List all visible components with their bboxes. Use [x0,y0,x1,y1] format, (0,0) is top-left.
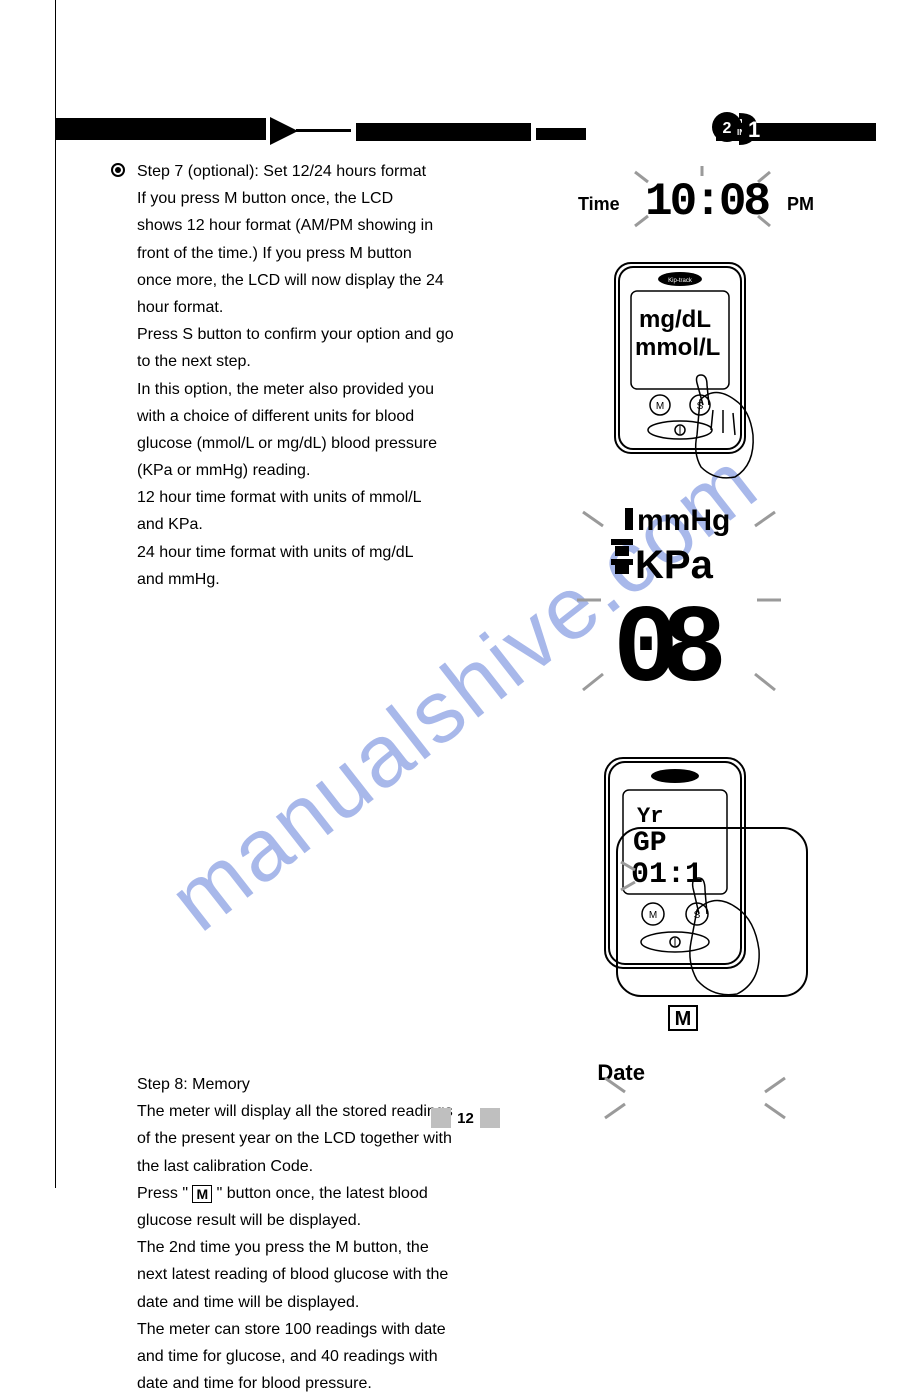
page-box-right [480,1108,500,1128]
svg-text:Kip-track: Kip-track [668,278,693,284]
header-arrow-line [296,129,351,132]
time-label: Time [578,194,620,215]
logo-2in1-icon: 2 IN 1 [709,105,765,149]
header-arrow [270,117,298,145]
svg-text:GP: GP [633,828,667,859]
header-bar-left [56,118,266,140]
step7-line: 24 hour time format with units of mg/dL [137,541,454,564]
step7-line: (KPa or mmHg) reading. [137,459,454,482]
page-number-row: 12 [56,1108,875,1128]
step7-line: Press S button to confirm your option an… [137,323,454,346]
svg-text:KPa: KPa [635,543,714,587]
step7-line: shows 12 hour format (AM/PM showing in [137,214,454,237]
step8-line: of the present year on the LCD together … [137,1127,621,1150]
step8-title: Step 8: Memory [137,1073,621,1096]
svg-text:2: 2 [723,120,732,137]
content-column: Step 7 (optional): Set 12/24 hours forma… [111,160,621,1399]
svg-text:1: 1 [748,117,760,142]
header-bar-mid [356,123,531,141]
svg-text:08: 08 [613,589,722,710]
step7-line: glucose (mmol/L or mg/dL) blood pressure [137,432,454,455]
step7-line: with a choice of different units for blo… [137,405,454,428]
svg-text:M: M [656,401,664,412]
unit-mmol: mmol/L [635,334,720,361]
step8-line: The 2nd time you press the M button, the [137,1236,621,1259]
step7-line: hour format. [137,296,454,319]
step8-line: date and time for blood pressure. [137,1372,621,1395]
step7-line: and KPa. [137,513,454,536]
step8-line: next latest reading of blood glucose wit… [137,1263,621,1286]
step8-line: glucose result will be displayed. [137,1209,621,1232]
mmhg-kpa-figure: mmHg KPa 08 [565,490,795,710]
page-box-left [431,1108,451,1128]
step8-line: and time for glucose, and 40 readings wi… [137,1345,621,1368]
header-bar-mid2 [536,128,586,140]
svg-text:Yr: Yr [637,804,663,829]
page-number: 12 [457,1110,474,1127]
bullet-icon [111,163,125,177]
svg-text:M: M [675,1008,692,1030]
step7-line: front of the time.) If you press M butto… [137,242,454,265]
time-digits: 10:08 [645,176,769,228]
step7-line: once more, the LCD will now display the … [137,269,454,292]
unit-mgdl: mg/dL [639,306,711,333]
step7-title: Step 7 (optional): Set 12/24 hours forma… [137,160,454,183]
step8-line: The meter can store 100 readings with da… [137,1318,621,1341]
step7-line: In this option, the meter also provided … [137,378,454,401]
step7-line: 12 hour time format with units of mmol/L [137,486,454,509]
step8-line: Press " M " button once, the latest bloo… [137,1182,621,1205]
step7-line: to the next step. [137,350,454,373]
device-units-figure: Kip-track mg/dL mmol/L M S [605,255,775,485]
step7-line: If you press M button once, the LCD [137,187,454,210]
step8-line: date and time will be displayed. [137,1291,621,1314]
step8-line: the last calibration Code. [137,1155,621,1178]
svg-text:mmHg: mmHg [637,504,730,537]
step7-line: and mmHg. [137,568,454,591]
svg-text:M: M [649,910,657,921]
m-button-icon: M [192,1185,212,1203]
time-suffix: PM [787,194,814,215]
device-memory-figure: Yr GP 01:1 M S M [575,750,815,1050]
time-display: Time 10:08 PM [630,164,780,239]
step7-block: Step 7 (optional): Set 12/24 hours forma… [111,160,621,595]
page-frame: 2 IN 1 manualshive.com Step 7 (optional)… [55,0,875,1188]
